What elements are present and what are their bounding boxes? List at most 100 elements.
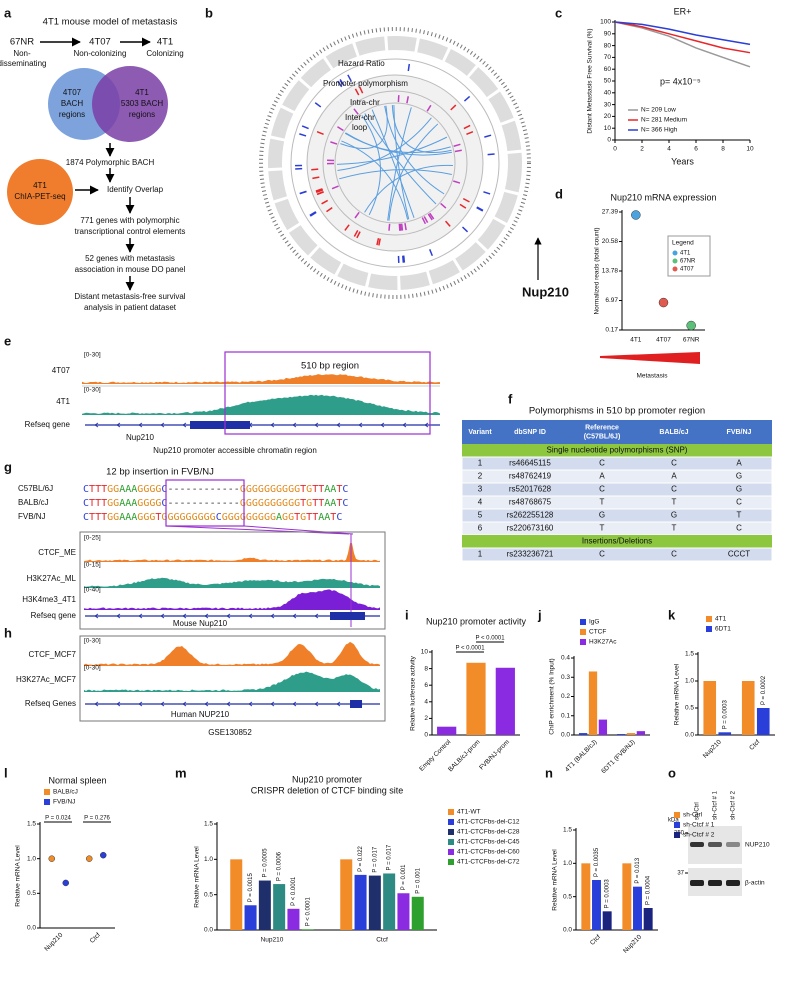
flow-step: 771 genes with polymorphic xyxy=(80,216,179,225)
legend-swatch xyxy=(672,250,678,256)
circos-tick xyxy=(463,95,471,102)
x-tick-label: Ctcf xyxy=(589,934,602,947)
circos-tick xyxy=(462,197,470,203)
circos-tick xyxy=(400,223,404,231)
p-value: P = 0.0015 xyxy=(248,873,254,903)
bar xyxy=(741,681,755,735)
cell-line-desc: disseminating xyxy=(0,59,46,68)
flow-step: 1874 Polymorphic BACH xyxy=(66,158,155,167)
circos-tick xyxy=(316,190,324,195)
circos-tick xyxy=(487,153,495,156)
table-cell: C xyxy=(671,459,677,468)
bar xyxy=(581,863,591,930)
bar xyxy=(354,874,367,930)
chart-title: Nup210 promoter xyxy=(292,774,362,784)
p-value: P = 0.017 xyxy=(372,846,378,872)
circos-chord xyxy=(391,105,452,154)
track-range: [0-30] xyxy=(84,638,101,645)
circos-chord xyxy=(345,132,453,156)
y-tick-label: 40 xyxy=(604,90,612,97)
legend-label: 4T1-CTCFbs-del-C45 xyxy=(457,839,520,846)
circos-chord xyxy=(341,140,409,220)
track-name: 4T07 xyxy=(52,366,71,375)
circos-tick xyxy=(316,130,324,135)
table-cell: rs48762419 xyxy=(509,472,552,481)
sequence: CTTTGGAAAGGGGC------------GGGGGGGGGGTGTT… xyxy=(83,484,348,495)
p-value: P = 0.001 xyxy=(415,867,421,893)
zoom-line xyxy=(243,525,354,535)
y-axis-label: Relative mRNA Level xyxy=(194,846,201,908)
circos-tick xyxy=(402,255,406,263)
p-value: P < 0.0001 xyxy=(455,646,485,652)
p-value: P = 0.0002 xyxy=(761,675,767,705)
legend-swatch xyxy=(672,258,678,264)
table-cell: 6 xyxy=(478,524,483,533)
panel-label: c xyxy=(555,5,562,20)
circos-tick xyxy=(440,202,447,209)
protein: β-actin xyxy=(745,880,765,887)
panel-label: d xyxy=(555,186,563,201)
circos-band xyxy=(268,36,522,290)
legend-label: 6DT1 xyxy=(715,626,731,633)
flow-step: 52 genes with metastasis xyxy=(85,254,175,263)
y-tick-label: 100 xyxy=(600,19,611,26)
table-header-cell: BALB/cJ xyxy=(659,429,688,436)
table-header-cell: Reference xyxy=(585,424,619,431)
gene-strand xyxy=(160,422,165,428)
gene-name: Mouse Nup210 xyxy=(173,619,228,628)
y-tick-label: 80 xyxy=(604,42,612,49)
p-value: P = 0.0035 xyxy=(594,847,600,877)
track-name: H3K27Ac_MCF7 xyxy=(16,675,77,684)
legend-swatch xyxy=(44,799,50,805)
track-name: H3K27Ac_ML xyxy=(27,574,77,583)
circos-tick xyxy=(426,104,432,112)
legend-swatch xyxy=(674,832,680,838)
gene-strand xyxy=(182,701,187,707)
circos-tick xyxy=(378,238,381,246)
legend-label: 4T1 xyxy=(715,616,727,623)
gene-strand xyxy=(116,613,121,619)
gene-strand xyxy=(160,613,165,619)
dot xyxy=(86,855,93,862)
gene-strand xyxy=(226,613,231,619)
track-range: [0-30] xyxy=(84,387,101,394)
p-value: P = 0.024 xyxy=(45,816,71,822)
p-value: P = 0.0003 xyxy=(605,879,611,909)
strain-name: FVB/NJ xyxy=(18,512,46,521)
table-cell: T xyxy=(600,498,605,507)
table-cell: 5 xyxy=(478,511,483,520)
dot xyxy=(686,320,696,331)
table-cell: rs220673160 xyxy=(507,524,554,533)
bar xyxy=(643,908,653,930)
table-cell: C xyxy=(736,524,742,533)
legend-label: 4T1-WT xyxy=(457,809,481,816)
y-axis-label: Normalized reads (total count) xyxy=(594,227,601,314)
chart-title: Nup210 promoter activity xyxy=(426,616,527,626)
legend-swatch xyxy=(672,266,678,272)
exon xyxy=(330,612,365,620)
x-tick-label: 4 xyxy=(667,146,671,153)
x-tick-label: 2 xyxy=(640,146,644,153)
cell-line-desc: Non-colonizing xyxy=(74,49,127,58)
x-tick-label: 4T1 (BALB/cJ) xyxy=(564,739,599,774)
table-cell: CCCT xyxy=(728,550,750,559)
circos-chord xyxy=(364,113,437,205)
bar xyxy=(703,681,717,735)
gene-strand xyxy=(402,422,407,428)
track-name: 4T1 xyxy=(56,397,70,406)
flow-step: transcriptional control elements xyxy=(75,227,186,236)
x-tick-label: Ctcf xyxy=(376,937,388,944)
gene-strand xyxy=(204,701,209,707)
gene-strand xyxy=(358,422,363,428)
table-cell: C xyxy=(736,498,742,507)
y-tick-label: 0.5 xyxy=(204,891,213,898)
bar xyxy=(258,880,271,930)
gene-name: Nup210 xyxy=(126,433,155,442)
table-section-title: Single nucleotide polymorphisms (SNP) xyxy=(547,446,688,455)
y-tick-label: 10 xyxy=(604,125,612,132)
track-frame xyxy=(79,531,386,630)
legend-label: 4T1 xyxy=(680,251,691,257)
gene-strand xyxy=(336,422,341,428)
ring-label: Promoter polymorphism xyxy=(323,79,408,88)
bar xyxy=(718,732,732,735)
